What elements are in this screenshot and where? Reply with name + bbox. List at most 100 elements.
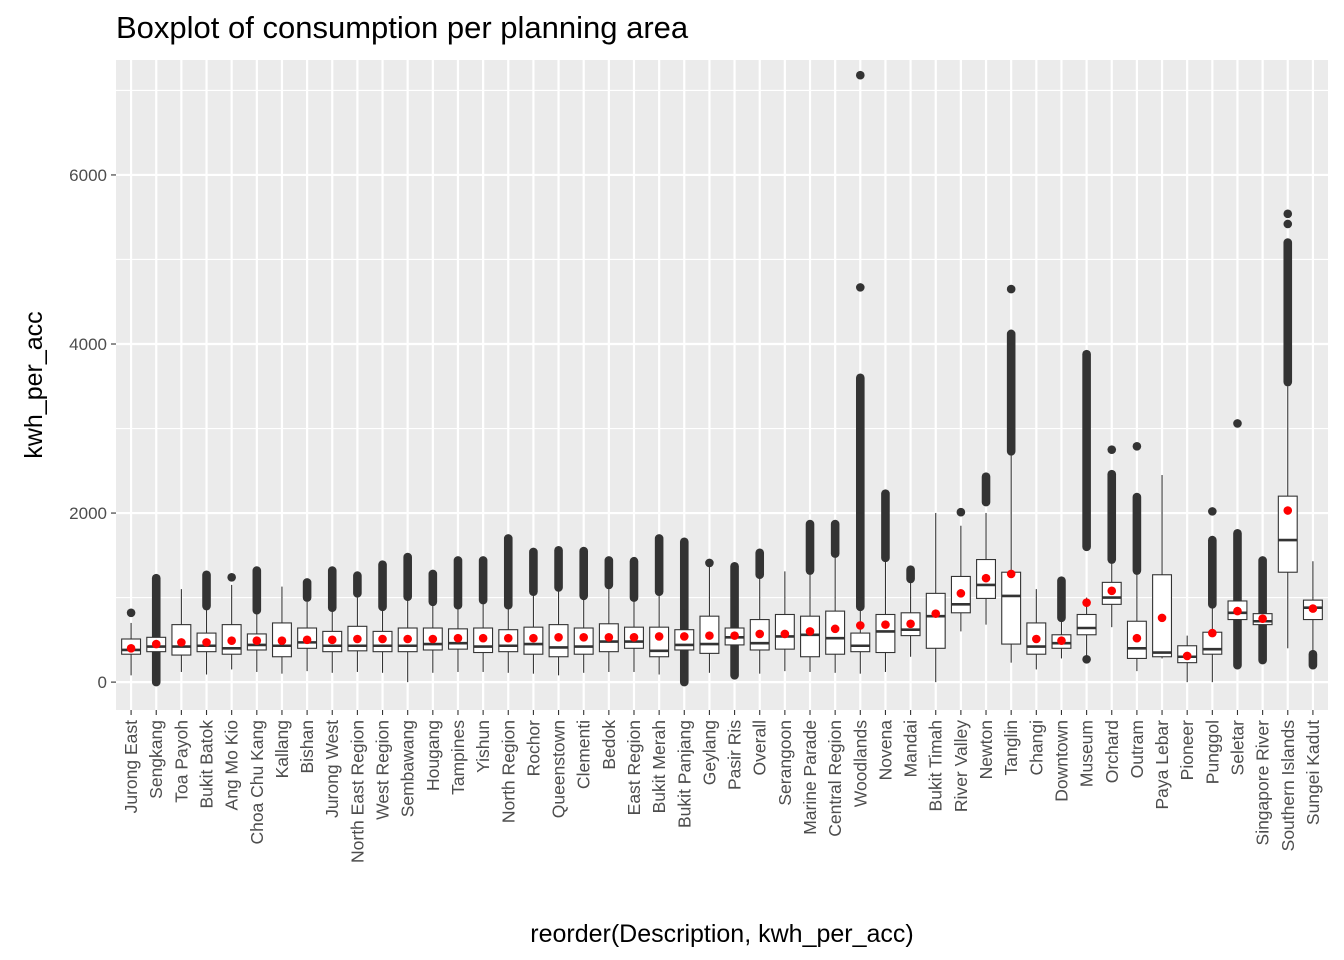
x-tick-label: Newton: [976, 720, 996, 779]
outlier-point: [705, 558, 714, 568]
box-bukit-panjang: [674, 537, 695, 687]
mean-point: [1132, 633, 1142, 643]
outlier-points: [1208, 535, 1217, 609]
box-punggol: [1202, 507, 1223, 683]
x-tick-label: Bukit Timah: [926, 720, 946, 811]
box-jurong-west: [322, 566, 343, 673]
outlier-points: [579, 546, 589, 601]
x-tick-label: Pioneer: [1177, 720, 1197, 780]
x-tick-label: Woodlands: [850, 720, 870, 807]
y-tick-label: 4000: [69, 335, 107, 354]
box-west-region: [372, 560, 393, 673]
mean-point: [1208, 628, 1217, 638]
x-tick-label: Kallang: [272, 720, 292, 778]
box-singapore-river: [1252, 556, 1273, 665]
box-kallang: [271, 586, 292, 674]
y-axis-title: kwh_per_acc: [20, 311, 48, 458]
x-tick-label: Central Region: [825, 720, 845, 837]
outlier-points: [981, 472, 991, 507]
mean-point: [604, 633, 614, 642]
outlier-point: [1283, 209, 1293, 219]
x-tick-label: Marine Parade: [800, 720, 820, 835]
outlier-point: [855, 70, 865, 80]
x-tick-label: Seletar: [1227, 720, 1247, 776]
x-axis-title: reorder(Description, kwh_per_acc): [530, 920, 913, 948]
x-tick-label: Sengkang: [146, 720, 166, 799]
x-tick-label: West Region: [373, 720, 393, 820]
box-iqr: [1076, 613, 1097, 636]
outlier-points: [755, 548, 765, 580]
outlier-points: [503, 534, 513, 610]
mean-point: [1082, 598, 1091, 607]
mean-point: [403, 634, 412, 644]
x-tick-label: Sembawang: [398, 720, 418, 817]
mean-point: [327, 635, 337, 645]
box-sembawang: [397, 552, 418, 683]
box-yishun: [473, 556, 494, 672]
x-axis: Jurong East Sengkang Toa Payoh Bukit Batok A…: [121, 710, 1323, 863]
outlier-points: [302, 578, 312, 602]
mean-point: [126, 643, 136, 653]
box-geylang: [699, 558, 720, 673]
box-bishan: [297, 578, 318, 672]
mean-point: [1057, 636, 1066, 645]
box-choa-chu-kang: [246, 566, 267, 672]
box-river-valley: [950, 507, 971, 632]
mean-point: [478, 633, 488, 643]
outlier-points: [428, 569, 438, 607]
x-tick-label: Jurong East: [121, 720, 141, 814]
outlier-point: [956, 507, 966, 517]
x-tick-label: Bishan: [297, 720, 317, 774]
box-rochor: [523, 547, 544, 674]
x-tick-label: Pasir Ris: [725, 720, 745, 790]
x-tick-label: Jurong West: [322, 720, 342, 818]
x-tick-label: Changi: [1026, 720, 1046, 775]
box-iqr: [875, 613, 896, 654]
outlier-points: [1107, 469, 1117, 564]
box-north-east-region: [347, 571, 368, 672]
y-tick-label: 6000: [69, 166, 107, 185]
mean-point: [503, 633, 513, 643]
box-toa-payoh: [171, 589, 192, 672]
x-tick-label: Punggol: [1202, 720, 1222, 784]
box-marine-parade: [800, 519, 820, 672]
box-iqr: [649, 626, 670, 658]
y-axis: 0 2000 4000 6000: [69, 166, 116, 692]
box-overall: [749, 548, 770, 674]
outlier-point: [1233, 419, 1242, 428]
x-tick-label: Mandai: [901, 720, 921, 777]
mean-point: [1107, 586, 1117, 596]
box-north-region: [498, 534, 519, 673]
mean-point: [830, 624, 840, 634]
mean-point: [855, 621, 865, 630]
box-sengkang: [146, 573, 167, 687]
mean-point: [730, 631, 739, 640]
outlier-points: [529, 547, 538, 596]
grid-minor-lines: [116, 89, 1328, 599]
x-tick-label: Rochor: [523, 720, 543, 777]
mean-point: [931, 609, 941, 618]
x-tick-label: Bukit Panjang: [674, 720, 694, 828]
mean-point: [705, 631, 714, 640]
outlier-points: [403, 552, 412, 602]
mean-point: [579, 633, 589, 642]
mean-point: [654, 632, 664, 641]
outlier-points: [1132, 492, 1142, 575]
outlier-points: [478, 556, 488, 605]
outlier-point: [1006, 284, 1016, 294]
outlier-point: [126, 608, 136, 618]
mean-point: [981, 573, 991, 583]
mean-point: [529, 633, 538, 643]
x-tick-label: Museum: [1077, 720, 1097, 787]
mean-point: [1283, 506, 1293, 515]
x-tick-label: Novena: [875, 720, 895, 781]
x-tick-label: Choa Chu Kang: [247, 720, 267, 845]
box-southern-islands: [1277, 209, 1298, 649]
box-bukit-merah: [649, 534, 670, 675]
x-tick-label: Yishun: [473, 720, 493, 773]
mean-point: [1157, 613, 1167, 623]
box-ang-mo-kio: [221, 572, 242, 670]
outlier-points: [654, 534, 664, 596]
mean-point: [353, 634, 362, 644]
